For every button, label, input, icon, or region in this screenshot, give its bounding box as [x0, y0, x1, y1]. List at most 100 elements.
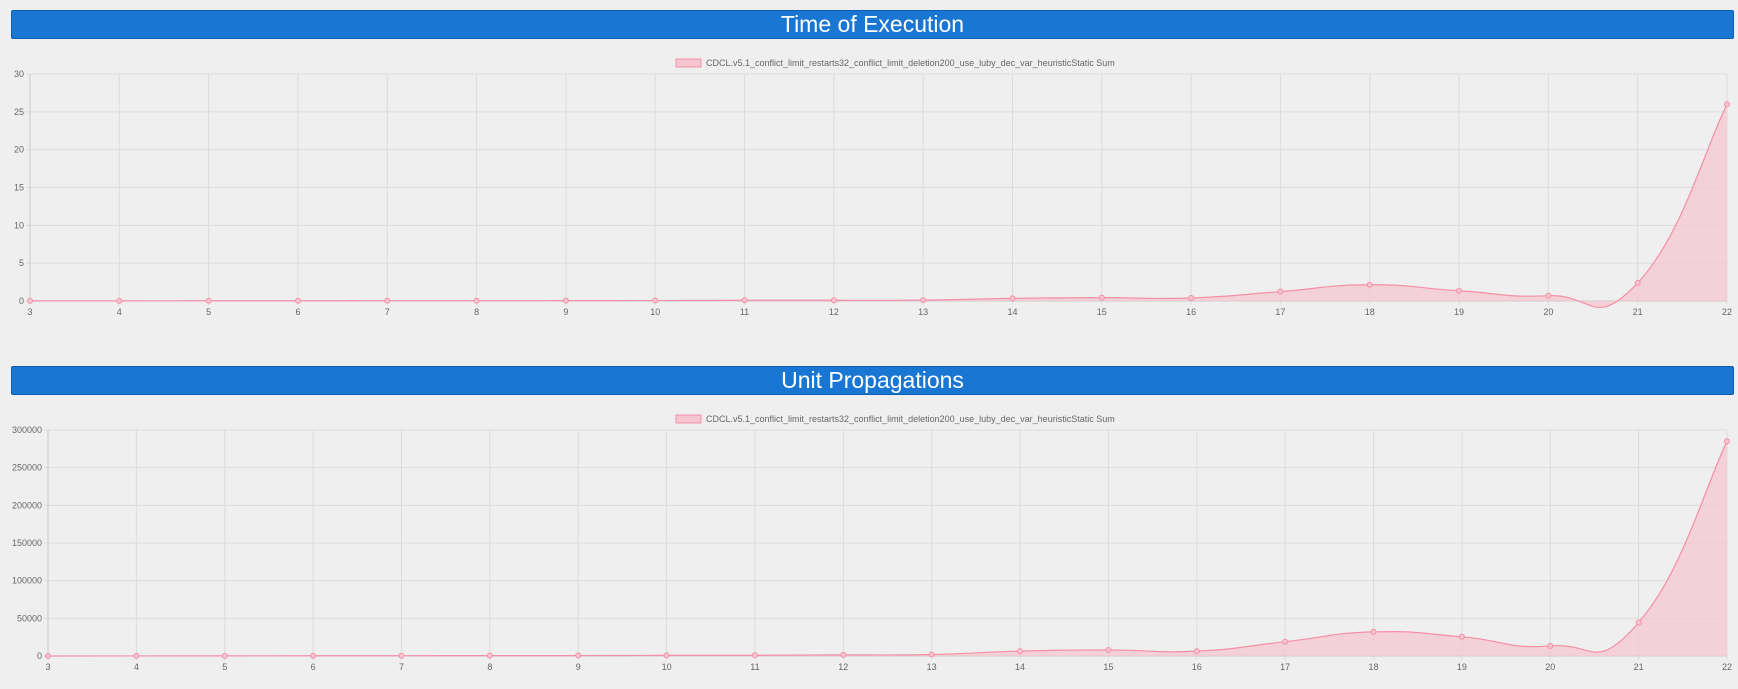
x-tick-label: 19 — [1454, 307, 1464, 317]
series-line — [47, 441, 1728, 657]
data-point — [310, 652, 317, 659]
chart-title-time-of-execution: Time of Execution — [11, 10, 1734, 39]
data-point — [45, 653, 51, 659]
x-tick-label: 14 — [1015, 662, 1025, 672]
legend: CDCL.v5.1_conflict_limit_restarts32_conf… — [675, 58, 1115, 68]
legend-label: CDCL.v5.1_conflict_limit_restarts32_conf… — [706, 58, 1115, 68]
data-point — [1547, 642, 1554, 649]
legend-swatch — [675, 58, 702, 68]
series-area — [30, 104, 1727, 308]
data-point — [663, 652, 670, 659]
data-point — [1105, 646, 1112, 653]
x-tick-label: 11 — [750, 662, 759, 672]
data-point — [1724, 101, 1730, 108]
legend-label: CDCL.v5.1_conflict_limit_restarts32_conf… — [706, 414, 1115, 424]
x-tick-label: 18 — [1365, 307, 1375, 317]
x-tick-label: 12 — [829, 307, 839, 317]
x-tick-label: 10 — [662, 662, 672, 672]
y-tick-label: 100000 — [12, 576, 42, 586]
y-tick-label: 10 — [14, 220, 24, 230]
x-tick-label: 20 — [1545, 662, 1555, 672]
x-tick-label: 9 — [563, 307, 568, 317]
x-tick-label: 5 — [206, 307, 211, 317]
x-tick-label: 6 — [311, 662, 316, 672]
x-tick-label: 3 — [27, 307, 32, 317]
y-tick-label: 25 — [14, 107, 24, 117]
data-point — [294, 297, 301, 304]
y-tick-label: 150000 — [12, 538, 42, 548]
series-line — [29, 103, 1728, 309]
x-tick-label: 22 — [1722, 662, 1732, 672]
y-tick-label: 200000 — [12, 500, 42, 510]
data-point — [116, 297, 123, 304]
data-point — [575, 652, 582, 659]
data-point — [751, 652, 758, 659]
data-point — [1282, 638, 1289, 645]
data-point — [27, 297, 33, 304]
x-tick-label: 16 — [1192, 662, 1202, 672]
x-tick-label: 15 — [1103, 662, 1113, 672]
data-point — [1724, 438, 1730, 445]
data-point — [205, 297, 212, 304]
x-tick-label: 18 — [1369, 662, 1379, 672]
x-tick-label: 21 — [1633, 307, 1643, 317]
data-point — [1098, 294, 1105, 301]
series-area — [48, 441, 1727, 656]
data-point — [741, 297, 748, 304]
grid — [44, 429, 1728, 660]
data-point — [840, 651, 847, 658]
data-point — [398, 652, 405, 659]
x-tick-label: 8 — [487, 662, 492, 672]
data-point — [1188, 294, 1195, 301]
x-tick-label: 22 — [1722, 307, 1732, 317]
data-point — [1009, 295, 1016, 302]
data-point — [1545, 292, 1552, 299]
x-tick-label: 5 — [222, 662, 227, 672]
x-tick-label: 16 — [1186, 307, 1196, 317]
data-point — [1193, 648, 1200, 655]
data-point — [473, 297, 480, 304]
x-tick-label: 17 — [1280, 662, 1290, 672]
y-tick-label: 50000 — [17, 613, 42, 623]
data-point — [221, 652, 228, 659]
y-tick-label: 300000 — [12, 425, 42, 435]
data-point — [1456, 287, 1463, 294]
x-tick-label: 21 — [1634, 662, 1644, 672]
data-point — [384, 297, 391, 304]
data-point — [652, 297, 659, 304]
legend: CDCL.v5.1_conflict_limit_restarts32_conf… — [675, 414, 1115, 424]
x-tick-label: 15 — [1097, 307, 1107, 317]
x-tick-label: 6 — [295, 307, 300, 317]
data-point — [1370, 628, 1377, 635]
x-tick-label: 13 — [927, 662, 937, 672]
x-tick-label: 12 — [838, 662, 848, 672]
x-tick-label: 10 — [650, 307, 660, 317]
data-point — [1635, 619, 1642, 626]
y-tick-label: 0 — [37, 651, 42, 661]
data-point — [830, 297, 837, 304]
x-tick-label: 11 — [740, 307, 749, 317]
x-tick-label: 19 — [1457, 662, 1467, 672]
time-of-execution-chart: CDCL.v5.1_conflict_limit_restarts32_conf… — [14, 58, 1732, 317]
chart-title-unit-propagations: Unit Propagations — [11, 366, 1734, 395]
y-tick-label: 5 — [19, 258, 24, 268]
data-point — [928, 651, 935, 658]
data-point — [920, 297, 927, 304]
data-point — [1634, 279, 1641, 286]
x-tick-label: 4 — [134, 662, 139, 672]
data-point — [1458, 633, 1465, 640]
x-tick-label: 13 — [918, 307, 928, 317]
y-tick-label: 30 — [14, 69, 24, 79]
x-tick-label: 7 — [385, 307, 390, 317]
y-tick-label: 250000 — [12, 463, 42, 473]
x-tick-label: 20 — [1543, 307, 1553, 317]
data-point — [486, 652, 493, 659]
grid — [26, 73, 1728, 305]
y-tick-label: 20 — [14, 145, 24, 155]
data-point — [1366, 281, 1373, 288]
y-tick-label: 0 — [19, 296, 24, 306]
x-tick-label: 17 — [1275, 307, 1285, 317]
data-point — [1017, 648, 1024, 655]
data-point — [562, 297, 569, 304]
unit-propagations-chart: CDCL.v5.1_conflict_limit_restarts32_conf… — [12, 414, 1732, 672]
